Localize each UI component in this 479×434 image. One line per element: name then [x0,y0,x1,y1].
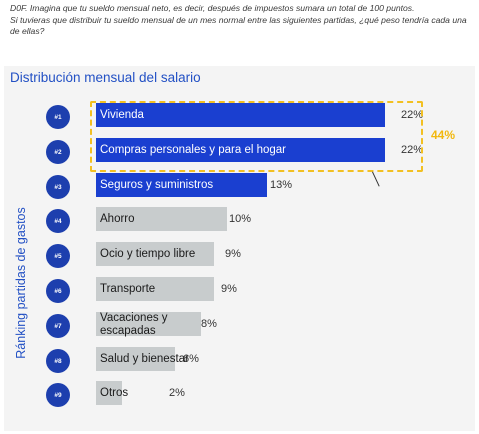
chart-title: Distribución mensual del salario [10,70,201,85]
bar [96,103,385,127]
bar-label: Otros [100,387,129,399]
bar-label: Ahorro [100,213,135,225]
rank-badge: #1 [46,105,70,129]
value-label: 6% [183,353,199,365]
bar [96,138,385,162]
rank-badge: #2 [46,140,70,164]
bar-label: Ocio y tiempo libre [100,248,196,260]
bar [96,381,122,405]
value-label: 2% [169,387,185,399]
value-label: 10% [229,213,252,225]
value-label: 22% [401,109,424,121]
rank-badge: #8 [46,349,70,373]
bar-label: Salud y bienestar [100,353,189,365]
value-label: 9% [221,283,237,295]
bar [96,242,214,266]
question-line-2: Si tuvieras que distribuir tu sueldo men… [10,14,467,37]
bar-label: Vacaciones y escapadas [100,312,168,337]
value-label: 9% [225,248,241,260]
rank-badge: #4 [46,209,70,233]
y-axis-title: Ránking partidas de gastos [14,207,28,359]
bar-label: Transporte [100,283,156,295]
rank-badge: #9 [46,383,70,407]
question-line-1: D0F. Imagina que tu sueldo mensual neto,… [10,3,415,13]
value-label: 22% [401,144,424,156]
rank-badge: #5 [46,244,70,268]
bar-label: Seguros y suministros [100,179,214,191]
bar [96,312,201,336]
highlight-box [90,101,423,172]
rank-badge: #7 [46,314,70,338]
bar-label: Vivienda [100,109,144,121]
bar-label: Compras personales y para el hogar [100,144,287,156]
bar [96,207,227,231]
bar [96,347,175,371]
highlight-total-label: 44% [431,128,456,142]
question-text: D0F. Imagina que tu sueldo mensual neto,… [10,3,472,38]
rank-badge: #6 [46,279,70,303]
bar [96,173,267,197]
bar [96,277,214,301]
value-label: 13% [270,179,293,191]
value-label: 8% [201,318,217,330]
rank-badge: #3 [46,175,70,199]
